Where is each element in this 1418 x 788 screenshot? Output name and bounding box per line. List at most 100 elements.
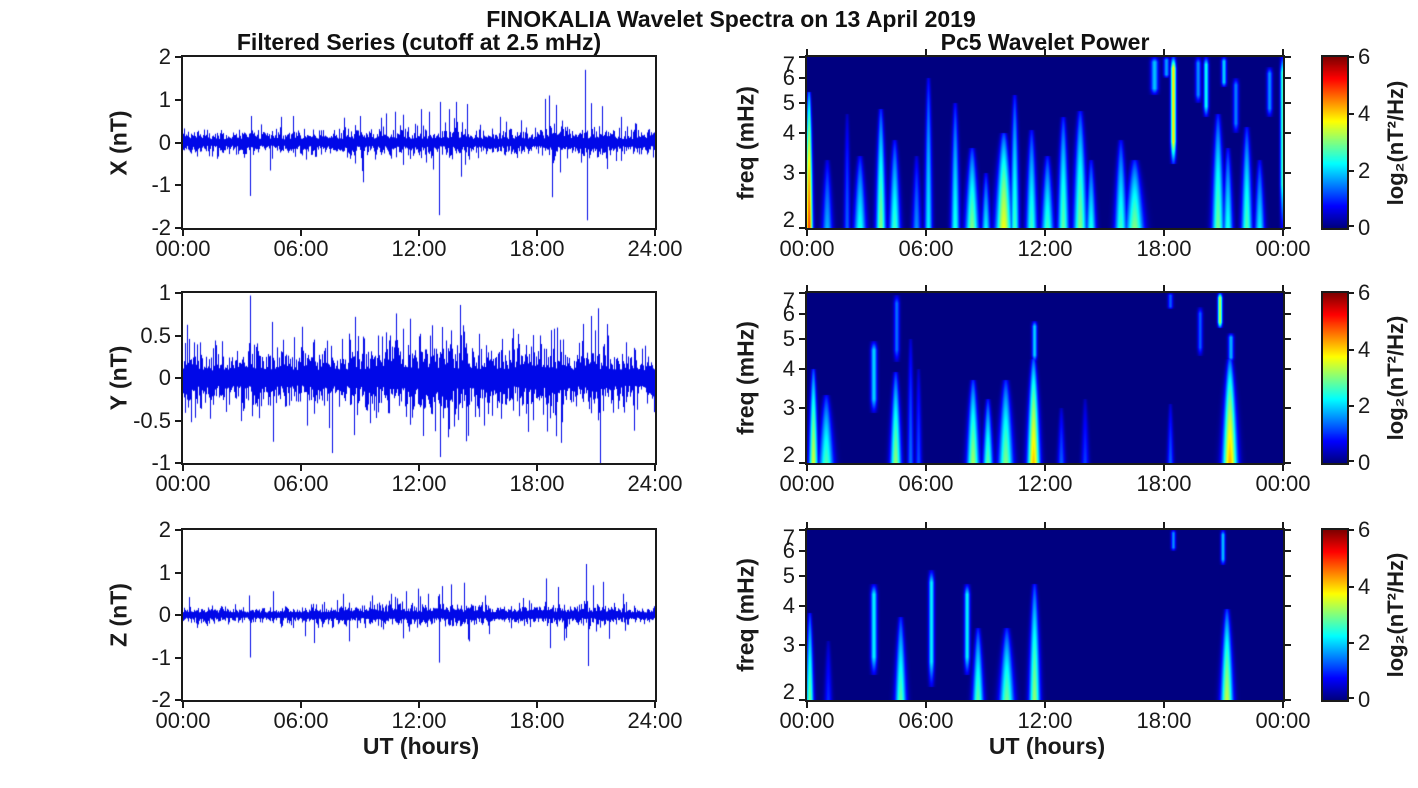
- x-tick: [1163, 702, 1165, 708]
- x-tick-label: 00:00: [155, 471, 211, 496]
- colorbar-tick: [1349, 348, 1354, 351]
- x-tick-label: 06:00: [898, 236, 954, 261]
- x-tick-label: 06:00: [273, 236, 329, 261]
- x-tick: [925, 285, 927, 291]
- y-tick: [799, 574, 805, 577]
- freq-tick-label: 6: [782, 537, 795, 563]
- colorbar-tick-label: 2: [1358, 158, 1371, 183]
- colorbar-tick-label: 2: [1358, 393, 1371, 419]
- wavelet-spectrogram-x: [805, 55, 1285, 230]
- colorbar-tick-label: 6: [1358, 517, 1371, 542]
- y-tick: [799, 227, 805, 229]
- y-axis-label-y: Y (nT): [105, 345, 132, 411]
- colorbar-tick-label: 0: [1358, 687, 1371, 712]
- y-tick-label: 0: [158, 129, 171, 155]
- x-tick: [536, 465, 538, 471]
- freq-tick-label: 2: [782, 442, 795, 467]
- x-tick-label: 24:00: [627, 236, 683, 261]
- x-tick-label: 00:00: [1255, 236, 1311, 261]
- x-tick: [1282, 230, 1284, 236]
- x-tick: [300, 465, 302, 471]
- x-tick: [806, 522, 808, 528]
- freq-tick-label: 3: [782, 631, 795, 657]
- x-tick: [182, 465, 184, 471]
- x-tick-label: 00:00: [155, 708, 211, 733]
- y-tick: [799, 367, 805, 370]
- right-x-axis-label: UT (hours): [988, 733, 1106, 759]
- y-tick: [799, 101, 805, 104]
- y-tick: [799, 56, 805, 58]
- x-tick-label: 18:00: [509, 471, 565, 496]
- colorbar-tick: [1349, 529, 1354, 531]
- x-tick: [806, 49, 808, 55]
- x-tick: [1282, 49, 1284, 55]
- timeseries-plot-x: [181, 55, 657, 230]
- x-tick: [806, 702, 808, 708]
- colorbar-tick-label: 0: [1358, 450, 1371, 475]
- x-tick-label: 24:00: [627, 471, 683, 496]
- freq-tick-label: 7: [782, 288, 795, 313]
- y-tick: [175, 462, 181, 464]
- freq-tick-label: 2: [782, 207, 795, 232]
- x-tick: [654, 230, 656, 236]
- y-tick: [799, 699, 805, 701]
- x-tick: [182, 230, 184, 236]
- y-tick: [175, 614, 181, 616]
- x-tick-label: 06:00: [273, 708, 329, 733]
- x-tick: [654, 465, 656, 471]
- colorbar-tick-label: 4: [1358, 573, 1371, 599]
- y-tick: [799, 77, 805, 80]
- freq-tick-label: 4: [782, 120, 795, 146]
- spectrogram-canvas-z: [807, 530, 1283, 700]
- colorbar-tick-label: 0: [1358, 215, 1371, 240]
- y-tick: [175, 227, 181, 229]
- y-tick: [175, 419, 181, 422]
- y-tick: [1285, 367, 1291, 370]
- y-tick-label: -1: [151, 644, 171, 670]
- colorbar-tick-label: 6: [1358, 44, 1371, 69]
- x-tick: [182, 702, 184, 708]
- y-tick: [799, 312, 805, 315]
- x-tick-label: 00:00: [1255, 471, 1311, 496]
- y-tick: [175, 699, 181, 701]
- y-tick: [1285, 549, 1291, 552]
- y-tick: [175, 377, 181, 379]
- freq-tick-label: 4: [782, 592, 795, 618]
- x-tick-label: 00:00: [779, 471, 835, 496]
- wavelet-spectrogram-y: [805, 291, 1285, 465]
- colorbar-gradient: [1323, 530, 1347, 700]
- x-tick-label: 00:00: [779, 236, 835, 261]
- colorbar-label: log₂(nT²/Hz): [1383, 552, 1408, 678]
- x-tick: [1163, 465, 1165, 471]
- colorbar-gradient: [1323, 57, 1347, 228]
- x-tick: [300, 230, 302, 236]
- wavelet-spectrogram-z: [805, 528, 1285, 702]
- colorbar-tick-label: 2: [1358, 630, 1371, 656]
- x-tick: [1163, 285, 1165, 291]
- y-tick: [799, 337, 805, 340]
- colorbar-label: log₂(nT²/Hz): [1383, 80, 1408, 205]
- colorbar-tick-label: 6: [1358, 280, 1371, 305]
- colorbar-tick: [1349, 585, 1354, 588]
- x-tick: [418, 465, 420, 471]
- timeseries-canvas-z: [183, 530, 655, 700]
- x-tick-label: 18:00: [509, 236, 565, 261]
- x-tick: [1282, 465, 1284, 471]
- freq-tick-label: 5: [782, 325, 795, 351]
- x-tick: [925, 49, 927, 55]
- y-tick-label: -2: [151, 215, 171, 240]
- x-tick-label: 06:00: [273, 471, 329, 496]
- x-tick: [1044, 49, 1046, 55]
- x-tick: [806, 230, 808, 236]
- x-tick: [925, 230, 927, 236]
- x-tick: [654, 702, 656, 708]
- colorbar-tick-label: 4: [1358, 336, 1371, 362]
- y-tick-label: -1: [151, 450, 171, 475]
- y-tick: [799, 643, 805, 646]
- left-column-title: Filtered Series (cutoff at 2.5 mHz): [236, 29, 602, 55]
- x-tick: [806, 465, 808, 471]
- freq-tick-label: 3: [782, 159, 795, 185]
- x-tick-label: 18:00: [1136, 708, 1192, 733]
- y-tick: [175, 656, 181, 659]
- timeseries-plot-z: [181, 528, 657, 702]
